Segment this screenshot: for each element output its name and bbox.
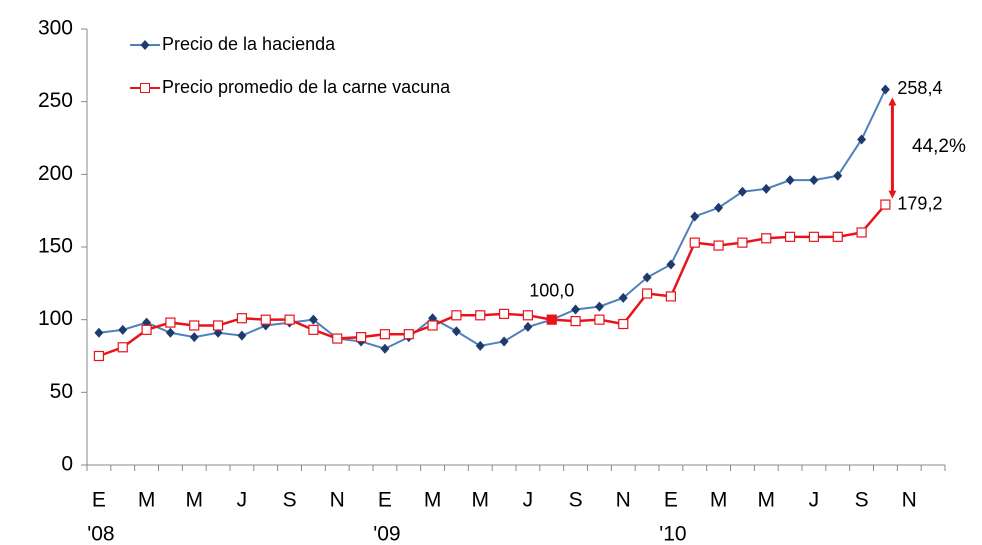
point (93, 350, 105, 362)
point (880, 199, 891, 210)
x-tick-label: N (616, 489, 631, 512)
point (451, 310, 462, 321)
point (808, 231, 820, 242)
year-label: '09 (373, 523, 400, 545)
point (427, 320, 438, 331)
x-tick-label: E (664, 489, 678, 512)
point (165, 327, 175, 338)
point (618, 292, 628, 303)
point (784, 231, 796, 242)
y-tick-label: 300 (38, 17, 73, 40)
point (809, 175, 819, 186)
x-tick-label: S (283, 489, 297, 512)
point (141, 324, 152, 335)
x-tick-label: J (237, 489, 248, 512)
point (618, 318, 629, 330)
point (856, 227, 867, 238)
legend-marker (140, 83, 150, 93)
point (499, 336, 509, 347)
x-tick-label: N (902, 489, 917, 512)
annotation: 44,2% (912, 136, 966, 157)
x-tick-label: E (378, 489, 392, 512)
point (857, 134, 867, 145)
point (284, 314, 295, 325)
series-line (98, 203, 887, 358)
year-label: '10 (659, 523, 686, 545)
point (570, 316, 581, 327)
point (165, 317, 176, 328)
legend-marker (140, 40, 150, 50)
point (308, 324, 319, 335)
legend-label: Precio de la hacienda (162, 34, 336, 54)
x-tick-label: S (569, 489, 583, 512)
x-tick-label: M (424, 489, 442, 512)
point (475, 340, 485, 351)
point (642, 272, 652, 283)
point (498, 308, 510, 319)
x-tick-label: M (186, 489, 204, 512)
point (475, 310, 486, 321)
point (594, 301, 604, 312)
point (522, 310, 534, 321)
point (546, 314, 557, 325)
point (308, 314, 318, 325)
point (832, 231, 843, 242)
year-label: '08 (87, 523, 114, 545)
point (594, 314, 605, 325)
value-label: 258,4 (897, 78, 942, 98)
y-tick-label: 150 (38, 235, 73, 258)
point (380, 343, 390, 354)
point (785, 175, 795, 186)
y-tick-label: 50 (50, 380, 73, 403)
point (761, 183, 771, 194)
value-label: 179,2 (897, 193, 942, 213)
x-tick-label: N (330, 489, 345, 512)
point (189, 320, 200, 331)
point (761, 233, 772, 244)
y-tick-label: 250 (38, 89, 73, 112)
point (714, 202, 724, 213)
point (641, 288, 653, 299)
point (737, 186, 747, 197)
point (189, 332, 199, 343)
x-tick-label: J (523, 489, 534, 512)
point (833, 170, 843, 181)
y-tick-label: 100 (38, 307, 73, 330)
point (212, 320, 224, 331)
point (260, 314, 271, 325)
point (355, 332, 367, 343)
x-tick-label: M (710, 489, 728, 512)
point (571, 304, 581, 315)
value-label: 100,0 (529, 280, 574, 300)
point (118, 324, 128, 335)
y-tick-label: 200 (38, 162, 73, 185)
x-tick-label: J (809, 489, 820, 512)
point (880, 84, 890, 95)
point (236, 313, 248, 324)
legend-label: Precio promedio de la carne vacuna (162, 77, 451, 97)
point (690, 211, 700, 222)
point (379, 329, 391, 340)
point (403, 329, 414, 340)
x-tick-label: E (92, 489, 106, 512)
x-tick-label: S (855, 489, 869, 512)
point (332, 333, 343, 344)
point (666, 259, 676, 270)
point (737, 237, 748, 248)
series-line (98, 89, 887, 350)
point (665, 291, 677, 302)
x-tick-label: M (472, 489, 490, 512)
point (94, 327, 104, 338)
point (117, 342, 128, 353)
y-tick-label: 0 (61, 453, 73, 476)
point (237, 330, 247, 341)
x-tick-label: M (758, 489, 776, 512)
point (689, 237, 700, 248)
point (523, 321, 533, 332)
x-tick-label: M (138, 489, 156, 512)
point (713, 240, 724, 251)
point (451, 326, 461, 337)
